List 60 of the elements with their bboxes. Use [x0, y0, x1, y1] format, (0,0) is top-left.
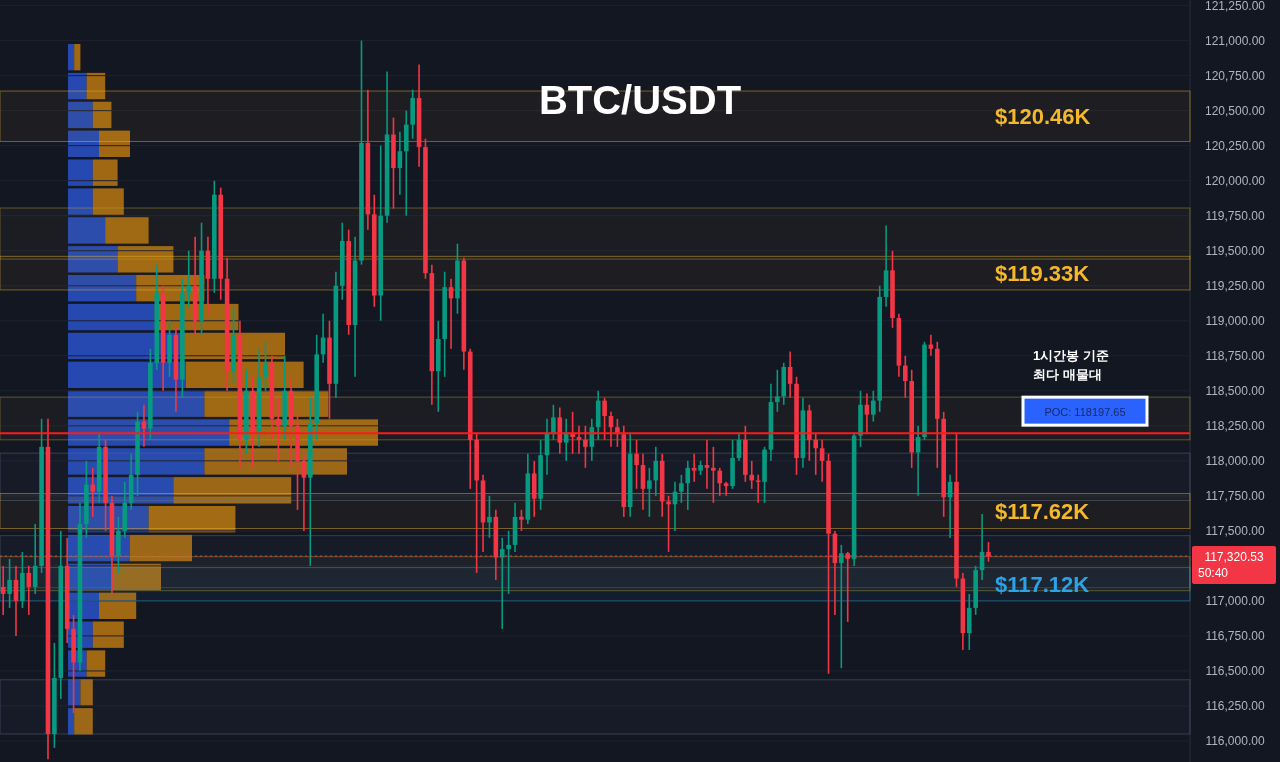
bar [68, 246, 118, 273]
bar [92, 159, 118, 186]
bar [173, 477, 292, 504]
bar [117, 246, 174, 273]
y-tick-label: 119,000.00 [1205, 313, 1265, 328]
bar [74, 44, 81, 71]
band: $117.12K [0, 567, 1191, 602]
y-tick-label: 118,250.00 [1205, 418, 1265, 433]
band-label: $117.12K [995, 572, 1090, 598]
text: 50:40 [1198, 566, 1229, 581]
bar [68, 275, 137, 302]
bar [68, 130, 99, 157]
bar [68, 188, 93, 215]
y-tick-label: 118,000.00 [1205, 453, 1265, 468]
ref-line-label: POC: 118197.65 [1044, 406, 1126, 419]
annotation: 1시간봉 기준 최다 매물대 [1033, 348, 1109, 383]
bar [68, 101, 93, 129]
bar [68, 44, 75, 71]
y-tick-label: 116,750.00 [1205, 628, 1265, 643]
y-tick-label: 117,750.00 [1205, 488, 1265, 503]
y-tick-label: 119,750.00 [1205, 208, 1265, 223]
bar [86, 650, 106, 677]
y-tick-label: 120,750.00 [1204, 68, 1266, 83]
bar [74, 708, 93, 735]
y-tick-label: 118,750.00 [1205, 348, 1265, 363]
y-tick-label: 120,000.00 [1204, 173, 1266, 188]
band-label: $119.33K [995, 261, 1090, 287]
y-tick-label: 119,250.00 [1205, 278, 1265, 293]
y-tick-label: 120,500.00 [1204, 103, 1266, 118]
bar [68, 217, 106, 244]
y-tick-label: 116,500.00 [1205, 663, 1265, 678]
y-tick-label: 119,500.00 [1205, 243, 1265, 258]
band-label: $120.46K [995, 104, 1091, 130]
bar [99, 592, 137, 619]
ref-line: POC: 118197.65 [0, 395, 1191, 435]
bar [92, 188, 124, 215]
bar [86, 72, 106, 100]
bar [68, 72, 87, 100]
band-label: $117.62K [995, 498, 1090, 524]
y-tick-label: 121,250.00 [1204, 0, 1266, 13]
bar [68, 708, 75, 735]
text: BTC/USDT [538, 78, 742, 122]
y-tick-label: 116,250.00 [1205, 698, 1265, 713]
y-tick-label: 121,000.00 [1204, 33, 1266, 48]
bar [92, 621, 124, 648]
y-tick-label: 118,500.00 [1205, 383, 1265, 398]
bar [105, 217, 149, 244]
band: $117.62K [0, 493, 1191, 529]
band: $119.33K [0, 255, 1191, 291]
bar [80, 679, 93, 706]
y-tick-label: 116,000.00 [1205, 733, 1265, 748]
bar [148, 506, 236, 533]
y-tick-label: 117,500.00 [1205, 523, 1265, 538]
bar [130, 534, 192, 562]
ref-line-label: 117,320.53 [1204, 550, 1264, 565]
bar [68, 159, 93, 186]
y-tick-label: 117,000.00 [1205, 593, 1265, 608]
bar [92, 101, 112, 129]
bar [99, 130, 130, 157]
y-tick-label: 120,250.00 [1204, 138, 1266, 153]
